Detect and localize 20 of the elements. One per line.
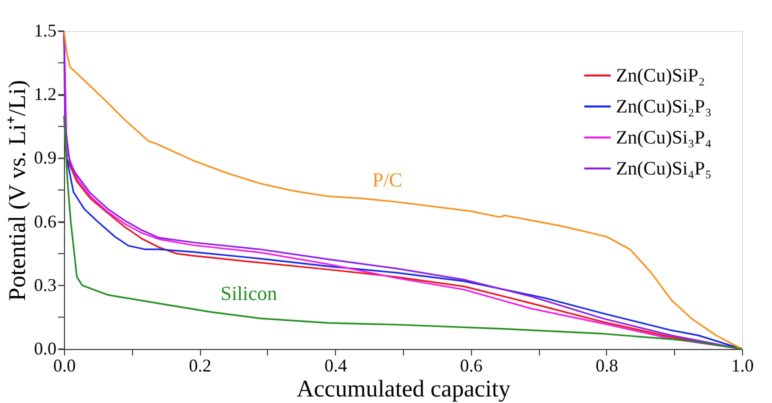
y-tick-label: 0.3 xyxy=(34,274,56,295)
x-tick-label: 0.8 xyxy=(596,356,618,376)
legend-label: Zn(Cu)Si₃P₄ xyxy=(616,128,712,148)
x-tick-label: 1.0 xyxy=(731,356,754,376)
y-tick-label: 0.9 xyxy=(34,148,56,168)
x-tick-label: 0.4 xyxy=(324,356,347,376)
x-tick-label: 0.6 xyxy=(460,356,483,376)
legend-label: Zn(Cu)Si₄P₅ xyxy=(616,158,712,180)
y-tick-label: 0.0 xyxy=(34,338,56,358)
y-tick-label: 1.2 xyxy=(34,84,56,104)
legend-label: Zn(Cu)Si₂P₃ xyxy=(616,96,712,118)
y-tick-label: 0.6 xyxy=(34,211,56,232)
x-axis-title: Accumulated capacity xyxy=(296,376,510,402)
y-tick-label: 1.5 xyxy=(34,20,56,40)
annotation: Silicon xyxy=(220,282,278,305)
x-tick-label: 0.2 xyxy=(188,356,212,376)
legend-label: Zn(Cu)SiP₂ xyxy=(616,66,705,86)
y-axis-title: Potential (V vs. Li⁺/Li) xyxy=(5,80,31,301)
x-tick-label: 0.0 xyxy=(53,356,76,376)
annotation: P/C xyxy=(372,169,402,192)
